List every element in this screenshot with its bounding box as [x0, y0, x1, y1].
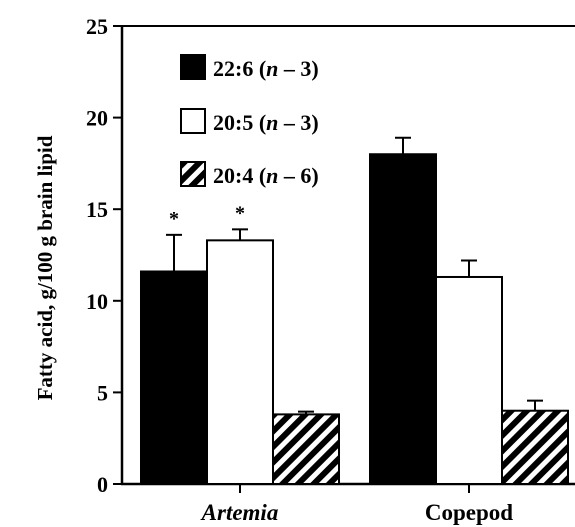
- y-tick-label: 20: [86, 106, 108, 131]
- legend-label: 22:6 (n – 3): [213, 56, 319, 81]
- x-category-label: Artemia: [200, 500, 279, 525]
- legend-swatch: [180, 54, 206, 80]
- legend-label: 20:5 (n – 3): [213, 110, 319, 135]
- bar: [140, 270, 208, 485]
- legend-label-prefix: 20:4 (: [213, 163, 266, 188]
- legend-label-var: n: [266, 56, 278, 81]
- bar: [501, 409, 569, 485]
- y-tick-label: 25: [86, 14, 108, 39]
- legend-swatch: [180, 161, 206, 187]
- y-tick-label: 5: [97, 380, 108, 405]
- y-tick-label: 0: [97, 472, 108, 497]
- bar: [369, 153, 437, 486]
- legend-swatch: [180, 108, 206, 134]
- legend-label-var: n: [266, 110, 278, 135]
- legend-label-prefix: 22:6 (: [213, 56, 266, 81]
- y-tick-label: 15: [86, 197, 108, 222]
- bar: [435, 275, 503, 486]
- y-tick-label: 10: [86, 289, 108, 314]
- bars: * *: [140, 136, 569, 486]
- legend-label-suffix: – 6): [278, 163, 318, 188]
- significance-marker: *: [169, 208, 179, 230]
- legend-label-prefix: 20:5 (: [213, 110, 266, 135]
- bar: [272, 413, 340, 485]
- bar: [206, 239, 274, 485]
- legend-label-suffix: – 3): [278, 110, 318, 135]
- x-category-label: Copepod: [425, 500, 513, 525]
- y-axis-title: Fatty acid, g/100 g brain lipid: [33, 135, 57, 400]
- significance-marker: *: [235, 202, 245, 224]
- legend-label-var: n: [266, 163, 278, 188]
- legend-label-suffix: – 3): [278, 56, 318, 81]
- legend-label: 20:4 (n – 6): [213, 163, 319, 188]
- legend: 22:6 (n – 3)20:5 (n – 3)20:4 (n – 6): [180, 54, 319, 188]
- axes: 0 5 10 15 20 25 Artemia Copepod: [86, 14, 575, 525]
